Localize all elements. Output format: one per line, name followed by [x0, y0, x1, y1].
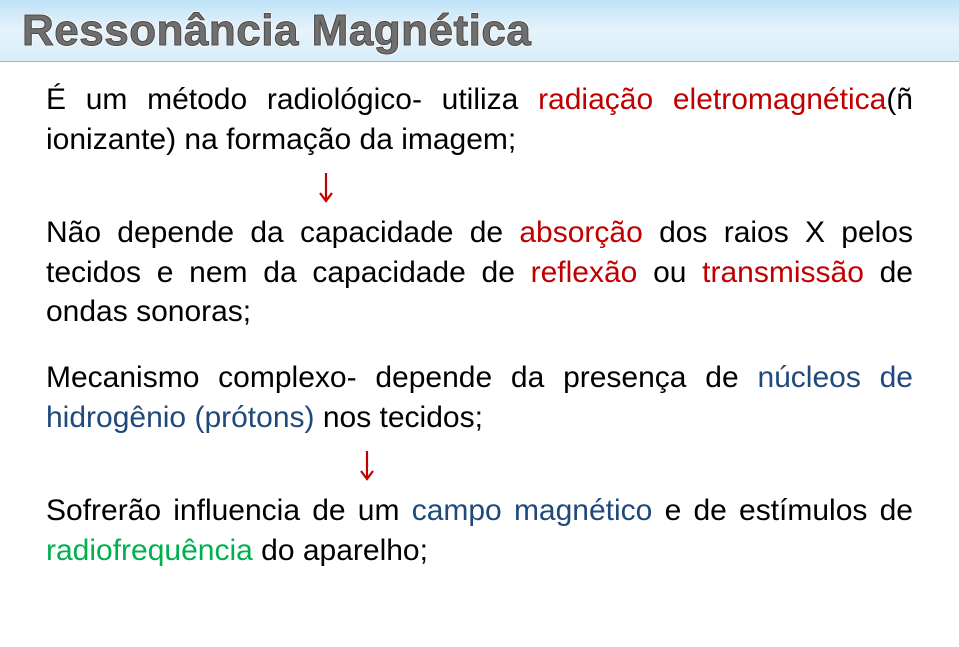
p1-text1: É um método radiológico- utiliza [46, 83, 538, 116]
p4-text2: e de estímulos de [652, 494, 913, 527]
arrow-2 [46, 455, 913, 485]
paragraph-4: Sofrerão influencia de um campo magnétic… [46, 491, 913, 570]
title-bar: Ressonância Magnética [0, 0, 959, 62]
down-arrow-icon [358, 451, 376, 485]
p4-text1: Sofrerão influencia de um [46, 494, 412, 527]
slide-body: É um método radiológico- utiliza radiaçã… [46, 80, 913, 570]
arrow-1 [46, 177, 913, 207]
paragraph-3: Mecanismo complexo- depende da presença … [46, 358, 913, 437]
p4-radiofrequencia: radiofrequência [46, 534, 253, 567]
slide: Ressonância Magnética É um método radiol… [0, 0, 959, 647]
down-arrow-icon [317, 173, 335, 207]
p4-campo: campo magnético [412, 494, 653, 527]
slide-title: Ressonância Magnética [22, 6, 531, 56]
p4-text3: do aparelho; [253, 534, 428, 567]
p2-reflexao: reflexão [531, 256, 638, 289]
p2-transmissao: transmissão [702, 256, 864, 289]
p1-highlight-radiacao: radiação eletromagnética [538, 83, 886, 116]
p2-text1: Não depende da capacidade de [46, 216, 519, 249]
p3-text2: nos tecidos; [315, 401, 483, 434]
p2-text3: ou [637, 256, 702, 289]
paragraph-2: Não depende da capacidade de absorção do… [46, 213, 913, 332]
paragraph-1: É um método radiológico- utiliza radiaçã… [46, 80, 913, 159]
p3-text1: Mecanismo complexo- depende da presença … [46, 361, 757, 394]
p2-absorcao: absorção [519, 216, 642, 249]
